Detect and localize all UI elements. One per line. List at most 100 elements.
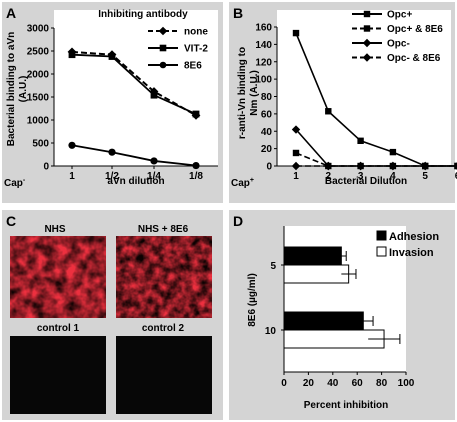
panel-b-y-axis-label: r-anti-Vn binding to xyxy=(237,47,248,139)
panel-b-data-point xyxy=(421,161,430,171)
panel-d-legend-label: Adhesion xyxy=(389,231,439,243)
panel-b-legend-marker xyxy=(362,53,372,62)
panel-a-legend-marker xyxy=(158,26,168,36)
panel-d-legend-label: Invasion xyxy=(389,247,434,259)
panel-b-data-point xyxy=(325,108,332,115)
panel-b-legend-marker xyxy=(363,10,371,18)
panel-a-x-tick-label: 1 xyxy=(69,171,75,182)
panel-a-series-line-none xyxy=(71,50,197,117)
control-image-2 xyxy=(116,336,212,414)
panel-b-y-tick-label: 100 xyxy=(255,75,272,86)
panel-a-y-tick-label: 1000 xyxy=(27,116,50,127)
panel-a-legend-label: 8E6 xyxy=(184,61,202,72)
panel-d-category-label: 10 xyxy=(265,326,277,337)
panel-b-y-tick-label: 120 xyxy=(255,57,272,68)
panel-b-data-point xyxy=(291,125,301,134)
panel-a-data-point xyxy=(68,141,76,149)
panel-b-x-tick-label: 6 xyxy=(455,171,457,182)
panel-b-data-point xyxy=(292,149,300,157)
panel-d-legend-swatch xyxy=(376,246,387,257)
panel-a-legend-label: none xyxy=(184,27,208,38)
panel-a-condition: Cap- xyxy=(4,177,26,189)
panel-a-legend-marker xyxy=(159,44,167,52)
fluorescence-image-nhs xyxy=(10,236,106,318)
panel-d-legend-swatch xyxy=(376,230,387,241)
panel-b-y-tick-label: 80 xyxy=(261,92,273,103)
panel-b-y-tick-label: 140 xyxy=(255,40,272,51)
panel-a-data-point xyxy=(192,161,200,170)
panel-b-legend-label: Opc+ xyxy=(387,10,412,21)
panel-b-y-tick-label: 40 xyxy=(261,127,273,138)
panel-a-data-point xyxy=(68,51,76,59)
panel-b-x-axis-label: Bacterial Dilution xyxy=(325,176,407,187)
panel-d-x-tick-label: 40 xyxy=(327,378,339,389)
panel-b-x-tick-label: 4 xyxy=(390,171,396,182)
panel-a-y-axis-label-units: (A.U.) xyxy=(18,76,29,103)
panel-a-legend-marker xyxy=(159,61,167,69)
panel-d-y-axis-label: 8E6 (µg/ml) xyxy=(247,273,258,327)
panel-d-x-tick-label: 20 xyxy=(303,378,315,389)
panel-a-x-tick-label: 1/8 xyxy=(189,171,203,182)
panel-b-legend-label: Opc- & 8E6 xyxy=(387,53,441,64)
panel-d-bar-adhesion xyxy=(283,311,364,331)
panel-a-legend-title: Inhibiting antibody xyxy=(98,9,188,20)
panel-d-letter: D xyxy=(233,213,243,229)
panel-b-y-tick-label: 20 xyxy=(261,144,273,155)
panel-b-condition: Cap+ xyxy=(231,177,254,189)
panel-b-x-tick-label: 3 xyxy=(358,171,364,182)
panel-b-y-tick-label: 160 xyxy=(255,23,272,34)
panel-a-y-tick-label: 0 xyxy=(43,162,49,173)
panel-a-data-point xyxy=(108,148,116,156)
panel-b-x-tick-label: 2 xyxy=(326,171,332,182)
panel-b-x-tick-label: 5 xyxy=(422,171,428,182)
control-image-1 xyxy=(10,336,106,414)
panel-a-plot-area xyxy=(54,10,218,166)
panel-b-legend-label: Opc- xyxy=(387,39,410,50)
panel-d-x-tick-label: 100 xyxy=(398,378,415,389)
panel-d-category-label: 5 xyxy=(270,261,276,272)
panel-a-y-axis-label: Bacterial binding to aVn xyxy=(6,32,17,146)
panel-b-letter: B xyxy=(233,5,243,21)
panel-a-series-line-vit-2 xyxy=(71,53,197,115)
image-label-nhs: NHS xyxy=(44,224,65,235)
panel-a-legend-label: VIT-2 xyxy=(184,44,208,55)
panel-b-chart: 0 20 40 60 80 100 120 140 160 1 2 3 4 5 6 Bacterial Dil… xyxy=(237,10,457,187)
panel-d-x-axis-label: Percent inhibition xyxy=(304,400,388,411)
panel-a-data-point xyxy=(108,53,116,60)
panel-a-y-tick-label: 500 xyxy=(32,139,49,150)
fluorescence-image-nhs-8e6 xyxy=(116,236,212,318)
panel-a-y-tick-label: 1500 xyxy=(27,93,50,104)
panel-a-x-tick-label: 1/2 xyxy=(105,171,119,182)
panel-b-data-point xyxy=(453,162,457,170)
panel-b-data-point xyxy=(324,161,333,171)
panel-a-y-tick-label: 2500 xyxy=(27,47,50,58)
panel-a-x-axis-label: aVn dilution xyxy=(107,176,164,187)
panel-a-data-point xyxy=(150,157,158,165)
panel-a-letter: A xyxy=(6,5,16,21)
panel-a-data-point xyxy=(150,91,158,99)
image-label-control-1: control 1 xyxy=(37,323,80,334)
panel-b-data-point xyxy=(357,137,364,145)
panel-d-x-tick-label: 60 xyxy=(352,378,364,389)
panel-b-data-point xyxy=(389,148,397,156)
panel-d-bar-adhesion xyxy=(283,246,342,266)
panel-b-series-line xyxy=(295,128,457,167)
image-label-control-2: control 2 xyxy=(142,323,185,334)
panel-a-y-tick-label: 3000 xyxy=(27,24,50,35)
panel-d-bar-invasion xyxy=(283,264,350,284)
panel-b-data-point xyxy=(292,29,300,37)
panel-b-y-tick-label: 0 xyxy=(266,162,272,173)
panel-b-legend-marker xyxy=(363,25,371,32)
panel-a-data-point xyxy=(192,110,200,118)
panel-a-series-line-8e6 xyxy=(71,144,197,167)
panel-b-legend-marker xyxy=(362,38,372,48)
panel-b-x-tick-label: 1 xyxy=(293,171,299,182)
panel-a-chart: 0 500 1000 1500 2000 2500 3000 1 1/2 1/4 1/8 aVn di… xyxy=(6,24,218,187)
panel-b-data-point xyxy=(356,161,365,171)
panel-c-letter: C xyxy=(6,213,16,229)
image-label-nhs-8e6: NHS + 8E6 xyxy=(138,224,189,235)
panel-d-x-tick-label: 80 xyxy=(376,378,388,389)
panel-d-chart: 0 20 40 60 80 100 Percent inhibition 8E6 (µg/ml… xyxy=(247,226,439,411)
panel-b-data-point xyxy=(291,161,301,171)
